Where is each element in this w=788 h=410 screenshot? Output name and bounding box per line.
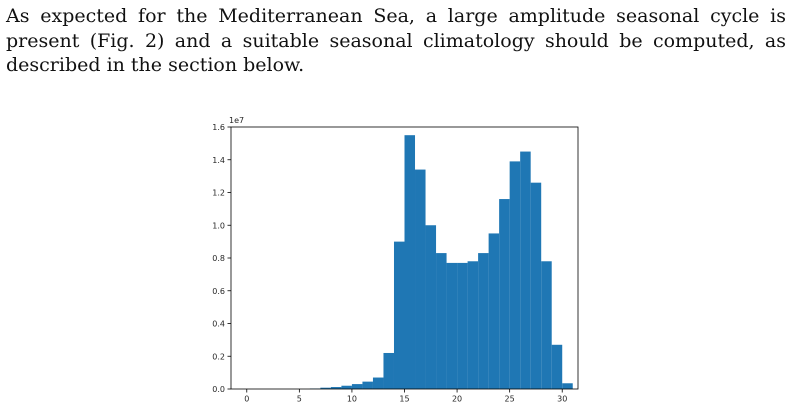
- paragraph-line-1: As expected for the Mediterranean Sea, a…: [6, 5, 786, 27]
- y-tick-label: 0.2: [212, 352, 225, 361]
- histogram-bar: [562, 383, 573, 389]
- histogram-bar: [509, 161, 521, 389]
- histogram-bar: [425, 225, 437, 389]
- x-tick-label: 30: [557, 395, 567, 404]
- histogram-bar: [383, 352, 394, 389]
- x-tick-label: 5: [297, 395, 302, 404]
- histogram-bar: [457, 262, 468, 389]
- x-tick-label: 15: [399, 395, 409, 404]
- histogram-bar: [478, 253, 489, 389]
- histogram-bar: [467, 261, 479, 389]
- x-axis-ticks: 0 5 10 15 20 25 30: [244, 389, 567, 404]
- x-tick-label: 10: [347, 395, 357, 404]
- x-tick-label: 25: [505, 395, 515, 404]
- y-axis-ticks: 0.0 0.2 0.4 0.6 0.8 1.0 1.2 1.4 1.6: [212, 123, 231, 394]
- histogram-bar: [415, 169, 426, 389]
- histogram-bar: [520, 151, 531, 389]
- y-offset-label: 1e7: [229, 116, 244, 125]
- histogram-bar: [404, 135, 416, 389]
- histogram-bar: [499, 199, 510, 389]
- y-tick-label: 1.4: [212, 156, 225, 165]
- y-tick-label: 1.6: [212, 123, 225, 132]
- paragraph-line-2: present (Fig. 2) and a suitable seasonal…: [6, 29, 786, 52]
- x-tick-label: 20: [452, 395, 462, 404]
- histogram-bar: [372, 377, 384, 389]
- paragraph-line-3: described in the section below.: [6, 54, 305, 76]
- histogram-bar: [362, 381, 373, 389]
- x-tick-label: 0: [244, 395, 249, 404]
- histogram-bar: [341, 385, 352, 389]
- histogram-bar: [446, 262, 458, 389]
- histogram-bar: [541, 261, 552, 389]
- y-tick-label: 0.0: [212, 385, 225, 394]
- histogram-bar: [530, 182, 542, 389]
- histogram-bar: [436, 253, 447, 389]
- histogram-bar: [551, 344, 563, 389]
- y-tick-label: 0.6: [212, 287, 225, 296]
- histogram-bar: [330, 387, 342, 389]
- histogram-bar: [320, 387, 331, 389]
- body-paragraph: As expected for the Mediterranean Sea, a…: [6, 4, 786, 78]
- histogram-bar: [393, 241, 405, 389]
- histogram-bars: [309, 135, 573, 389]
- histogram-bar: [488, 233, 500, 389]
- y-tick-label: 0.4: [212, 320, 225, 329]
- y-tick-label: 0.8: [212, 254, 225, 263]
- histogram-bar: [351, 384, 363, 389]
- y-tick-label: 1.2: [212, 189, 225, 198]
- y-tick-label: 1.0: [212, 221, 225, 230]
